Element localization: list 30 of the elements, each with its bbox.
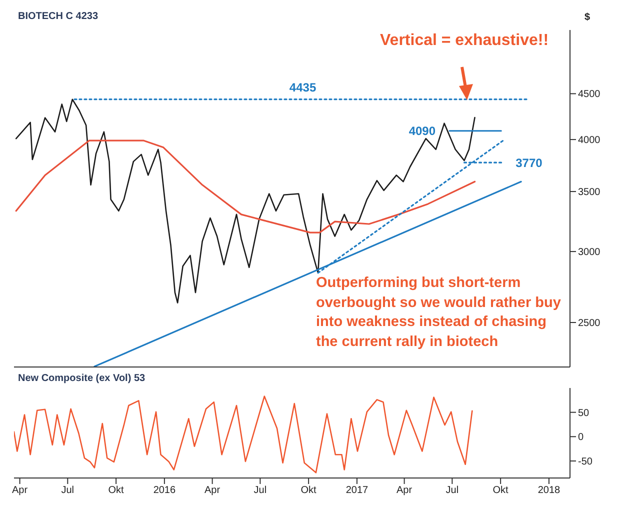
annotation: 3770 xyxy=(516,156,543,170)
x-tick-label: Apr xyxy=(204,485,221,496)
chart-title: New Composite (ex Vol) 53 xyxy=(18,373,146,384)
y-tick-label: 3000 xyxy=(578,247,601,258)
y-tick-label: 0 xyxy=(578,432,584,444)
x-tick-label: Apr xyxy=(12,485,28,496)
x-tick-label: 2017 xyxy=(346,485,369,496)
x-tick-label: Apr xyxy=(396,485,413,496)
annotation: Vertical = exhaustive!! xyxy=(380,31,550,51)
x-tick-label: Jul xyxy=(254,485,267,496)
x-tick-label: 2018 xyxy=(538,485,561,496)
x-tick-label: Jul xyxy=(61,485,74,496)
x-tick-label: Jul xyxy=(446,485,459,496)
x-tick-label: Okt xyxy=(300,485,317,496)
annotation: Outperforming but short-term overbought so we would rather buy into weakness instead of chasing the current rally in biotech xyxy=(316,274,562,352)
y-tick-label: 4500 xyxy=(578,89,601,100)
y-tick-label: -50 xyxy=(578,456,593,468)
x-tick-label: Okt xyxy=(108,485,124,496)
annotation: 4435 xyxy=(289,80,316,94)
x-tick-label: 2016 xyxy=(153,485,176,496)
x-tick-label: Okt xyxy=(492,485,509,496)
y-tick-label: 50 xyxy=(578,408,590,419)
y-axis-title: $ xyxy=(584,12,590,23)
y-tick-label: 2500 xyxy=(578,318,601,330)
annotation: 4090 xyxy=(408,124,436,138)
line-series xyxy=(15,140,476,234)
line-series xyxy=(14,396,473,474)
chart-title: BIOTECH C 4233 xyxy=(18,11,98,22)
y-tick-label: 3500 xyxy=(578,187,601,198)
y-tick-label: 4000 xyxy=(578,135,601,146)
